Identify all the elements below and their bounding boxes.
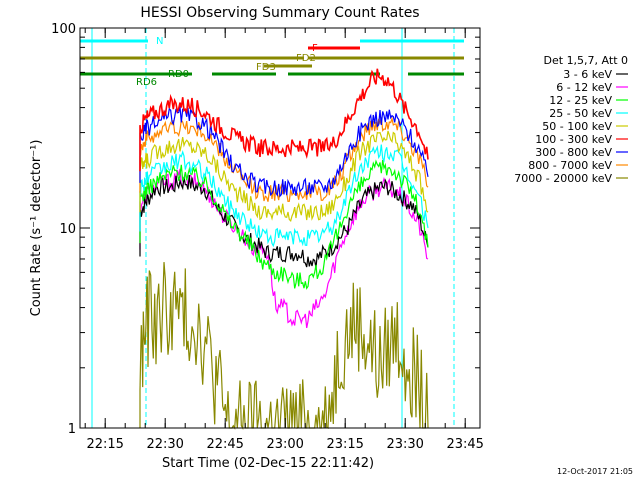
legend-label-3: 25 - 50 keV	[549, 107, 612, 120]
legend-label-7: 800 - 7000 keV	[528, 159, 612, 172]
series-line-0	[139, 175, 429, 268]
y-tick-label-1: 10	[59, 222, 76, 237]
series-line-3	[139, 144, 429, 248]
series-line-2	[139, 159, 429, 290]
x-tick-label-5: 23:30	[386, 437, 423, 452]
flag-label-fd2: FD2	[296, 53, 316, 64]
x-tick-label-4: 23:15	[326, 437, 363, 452]
series-line-4	[139, 130, 429, 223]
flag-label-rd6: RD6	[136, 77, 157, 88]
flag-label-n: N	[156, 36, 163, 47]
series-line-6	[139, 106, 429, 198]
x-tick-label-2: 22:45	[206, 437, 243, 452]
series-layer	[139, 68, 429, 431]
series-line-5	[139, 68, 429, 172]
flag-label-f: F	[312, 43, 318, 54]
timestamp-footer: 12-Oct-2017 21:05	[557, 467, 633, 476]
flag-label-fd3: FD3	[256, 62, 276, 73]
x-tick-label-3: 23:00	[266, 437, 303, 452]
legend-label-1: 6 - 12 keV	[556, 81, 612, 94]
chart-title: HESSI Observing Summary Count Rates	[140, 5, 419, 21]
legend-label-8: 7000 - 20000 keV	[514, 172, 612, 185]
legend-label-6: 300 - 800 keV	[535, 146, 612, 159]
x-tick-label-1: 22:30	[146, 437, 183, 452]
legend-label-5: 100 - 300 keV	[535, 133, 612, 146]
x-tick-label-0: 22:15	[86, 437, 123, 452]
legend-header: Det 1,5,7, Att 0	[544, 54, 628, 67]
legend-label-0: 3 - 6 keV	[563, 68, 612, 81]
y-tick-label-0: 1	[68, 422, 76, 437]
axes-layer: 22:15 22:30 22:45 23:00 23:15 23:30 23:45 1 10 10…	[51, 22, 484, 452]
x-tick-label-6: 23:45	[446, 437, 483, 452]
y-axis-label: Count Rate (s⁻¹ detector⁻¹)	[29, 140, 44, 317]
legend-label-2: 12 - 25 keV	[549, 94, 612, 107]
x-axis-label: Start Time (02-Dec-15 22:11:42)	[162, 456, 374, 471]
series-line-8	[139, 262, 429, 431]
legend-label-4: 50 - 100 keV	[542, 120, 612, 133]
plot-area	[91, 28, 455, 428]
flag-label-rd0: RD0	[168, 69, 189, 80]
y-tick-label-2: 100	[51, 22, 76, 37]
